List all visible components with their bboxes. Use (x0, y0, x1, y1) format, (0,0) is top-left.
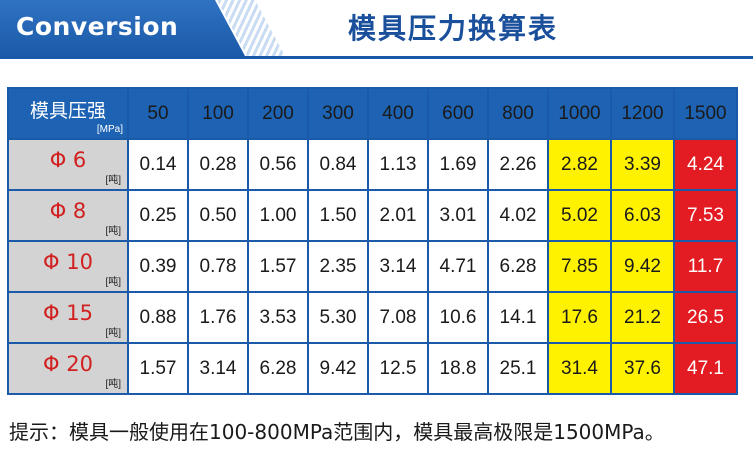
table-cell-highlight-yellow: 2.82 (549, 140, 610, 189)
table-cell: 3.14 (369, 242, 427, 291)
table-cell: 18.8 (429, 344, 487, 393)
row-unit: [吨] (105, 328, 121, 339)
table-cell-highlight-red: 11.7 (675, 242, 736, 291)
row-unit: [吨] (105, 175, 121, 186)
table-cell: 0.78 (189, 242, 247, 291)
corner-label: 模具压强 (29, 100, 106, 122)
header-title-en: Conversion (16, 12, 179, 41)
column-header: 800 (489, 89, 547, 138)
row-header-cell: Φ 10 [吨] (9, 242, 127, 291)
table-row: Φ 8 [吨] 0.25 0.50 1.00 1.50 2.01 3.01 4.… (9, 191, 736, 240)
table-cell-highlight-yellow: 37.6 (612, 344, 673, 393)
corner-unit: [MPa] (96, 124, 123, 135)
table-cell-highlight-yellow: 17.6 (549, 293, 610, 342)
row-header-cell: Φ 8 [吨] (9, 191, 127, 240)
table-cell: 3.53 (249, 293, 307, 342)
row-label: Φ 6 (49, 148, 87, 172)
usage-tip: 提示：模具一般使用在100-800MPa范围内，模具最高极限是1500MPa。 (9, 420, 665, 444)
page-header: Conversion 模具压力换算表 (0, 0, 753, 62)
row-label: Φ 20 (43, 352, 93, 376)
row-label: Φ 15 (43, 301, 93, 325)
table-cell: 0.50 (189, 191, 247, 240)
table-cell-highlight-yellow: 9.42 (612, 242, 673, 291)
table-row: Φ 15 [吨] 0.88 1.76 3.53 5.30 7.08 10.6 1… (9, 293, 736, 342)
table-row: Φ 20 [吨] 1.57 3.14 6.28 9.42 12.5 18.8 2… (9, 344, 736, 393)
table-cell: 25.1 (489, 344, 547, 393)
table-cell: 1.76 (189, 293, 247, 342)
table-cell: 0.84 (309, 140, 367, 189)
table-cell: 2.01 (369, 191, 427, 240)
table-cell-highlight-yellow: 6.03 (612, 191, 673, 240)
table-cell-highlight-red: 26.5 (675, 293, 736, 342)
column-header: 1500 (675, 89, 736, 138)
table-row: Φ 6 [吨] 0.14 0.28 0.56 0.84 1.13 1.69 2.… (9, 140, 736, 189)
table-cell: 2.35 (309, 242, 367, 291)
table-cell: 9.42 (309, 344, 367, 393)
row-header-cell: Φ 6 [吨] (9, 140, 127, 189)
row-label: Φ 10 (43, 250, 93, 274)
table-cell-highlight-yellow: 31.4 (549, 344, 610, 393)
table-cell: 1.50 (309, 191, 367, 240)
page-title: 模具压力换算表 (348, 12, 559, 45)
table-cell: 12.5 (369, 344, 427, 393)
row-label: Φ 8 (49, 199, 87, 223)
table-cell: 3.14 (189, 344, 247, 393)
table-cell: 14.1 (489, 293, 547, 342)
table-row: Φ 10 [吨] 0.39 0.78 1.57 2.35 3.14 4.71 6… (9, 242, 736, 291)
table-cell: 7.08 (369, 293, 427, 342)
table-cell-highlight-yellow: 3.39 (612, 140, 673, 189)
table-cell-highlight-yellow: 5.02 (549, 191, 610, 240)
table-cell: 0.88 (129, 293, 187, 342)
table-cell-highlight-red: 47.1 (675, 344, 736, 393)
column-header: 300 (309, 89, 367, 138)
table-cell-highlight-yellow: 21.2 (612, 293, 673, 342)
table-header-row: 模具压强 [MPa] 50 100 200 300 400 600 800 10… (9, 89, 736, 138)
row-unit: [吨] (105, 226, 121, 237)
row-unit: [吨] (105, 277, 121, 288)
header-banner (0, 0, 245, 56)
table-cell: 0.56 (249, 140, 307, 189)
column-header: 50 (129, 89, 187, 138)
table-cell-highlight-red: 4.24 (675, 140, 736, 189)
table-cell: 1.57 (249, 242, 307, 291)
table-cell: 0.25 (129, 191, 187, 240)
column-header: 400 (369, 89, 427, 138)
table-cell: 3.01 (429, 191, 487, 240)
table-cell: 0.28 (189, 140, 247, 189)
row-header-cell: Φ 15 [吨] (9, 293, 127, 342)
column-header: 1200 (612, 89, 673, 138)
table-cell: 1.69 (429, 140, 487, 189)
table-corner-cell: 模具压强 [MPa] (9, 89, 127, 138)
table-cell-highlight-yellow: 7.85 (549, 242, 610, 291)
column-header: 100 (189, 89, 247, 138)
table-cell: 1.13 (369, 140, 427, 189)
column-header: 1000 (549, 89, 610, 138)
table-cell: 4.02 (489, 191, 547, 240)
header-divider (0, 56, 753, 59)
table-cell: 6.28 (249, 344, 307, 393)
row-header-cell: Φ 20 [吨] (9, 344, 127, 393)
table-cell: 10.6 (429, 293, 487, 342)
table-cell-highlight-red: 7.53 (675, 191, 736, 240)
table-cell: 2.26 (489, 140, 547, 189)
table-cell: 4.71 (429, 242, 487, 291)
pressure-conversion-table: 模具压强 [MPa] 50 100 200 300 400 600 800 10… (7, 87, 738, 395)
column-header: 200 (249, 89, 307, 138)
table-cell: 6.28 (489, 242, 547, 291)
column-header: 600 (429, 89, 487, 138)
table-cell: 0.14 (129, 140, 187, 189)
table-cell: 1.57 (129, 344, 187, 393)
table-cell: 1.00 (249, 191, 307, 240)
table-cell: 5.30 (309, 293, 367, 342)
row-unit: [吨] (105, 379, 121, 390)
table-cell: 0.39 (129, 242, 187, 291)
